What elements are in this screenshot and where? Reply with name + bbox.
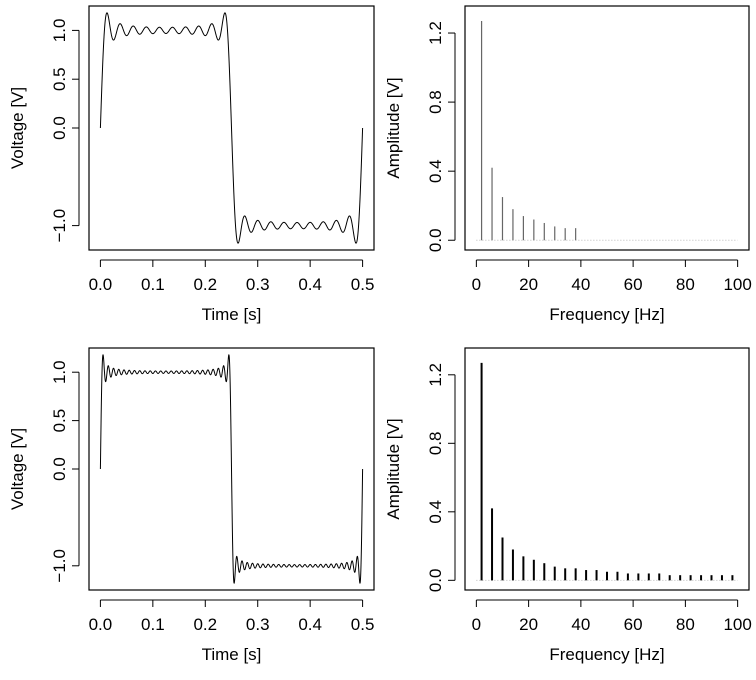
y-tick-label: 1.2 — [426, 21, 445, 45]
x-tick-label: 0 — [472, 615, 481, 634]
x-tick-label: 0.4 — [298, 275, 322, 294]
x-tick-label: 60 — [624, 275, 643, 294]
y-tick-label: 1.2 — [426, 363, 445, 387]
plot-frame — [464, 347, 750, 591]
signal-line — [99, 353, 364, 585]
x-axis-title: Time [s] — [202, 305, 262, 324]
x-tick-label: 100 — [723, 275, 751, 294]
x-tick-label: 0 — [472, 275, 481, 294]
x-tick-label: 20 — [519, 275, 538, 294]
x-tick-label: 0.1 — [141, 615, 165, 634]
x-tick-label: 0.5 — [351, 615, 375, 634]
plot-frame — [88, 5, 375, 251]
y-tick-label: 0.5 — [50, 409, 69, 433]
x-tick-label: 20 — [519, 615, 538, 634]
y-tick-label: 0.0 — [50, 116, 69, 140]
x-tick-label: 0.1 — [141, 275, 165, 294]
x-tick-label: 40 — [571, 275, 590, 294]
spectrum-panel-top: 0 20 40 60 80 100 Frequency [Hz] 0.0 0.4 0.8 1.2 Am… — [384, 5, 752, 324]
x-tick-label: 60 — [624, 615, 643, 634]
x-tick-label: 0.3 — [246, 275, 270, 294]
y-tick-label: 1.0 — [50, 360, 69, 384]
x-tick-label: 0.4 — [298, 615, 322, 634]
y-tick-label: 0.4 — [426, 159, 445, 183]
y-axis-title: Amplitude [V] — [384, 77, 403, 178]
x-tick-label: 40 — [571, 615, 590, 634]
x-tick-label: 0.2 — [193, 275, 217, 294]
y-axis-title: Amplitude [V] — [384, 418, 403, 519]
x-tick-label: 80 — [676, 275, 695, 294]
x-tick-label: 0.5 — [351, 275, 375, 294]
time-domain-panel-top: 0.0 0.1 0.2 0.3 0.4 0.5 Time [s] −1.0 0.0 0.5 1.0 V… — [8, 5, 375, 324]
y-tick-label: 0.8 — [426, 90, 445, 114]
y-tick-label: 0.5 — [50, 67, 69, 91]
y-tick-label: 0.0 — [426, 568, 445, 592]
x-tick-label: 0.0 — [89, 275, 113, 294]
time-domain-panel-bottom: 0.0 0.1 0.2 0.3 0.4 0.5 Time [s] −1.0 0.0 0.5 1.0 V… — [8, 347, 375, 664]
x-tick-label: 0.0 — [89, 615, 113, 634]
y-tick-label: 0.4 — [426, 500, 445, 524]
x-tick-label: 80 — [676, 615, 695, 634]
plot-frame — [464, 5, 750, 251]
x-tick-label: 0.2 — [193, 615, 217, 634]
y-tick-label: 1.0 — [50, 19, 69, 43]
y-tick-label: 0.0 — [50, 457, 69, 481]
spectrum-panel-bottom: 0 20 40 60 80 100 Frequency [Hz] 0.0 0.4 0.8 1.2 Am… — [384, 347, 752, 664]
x-axis-title: Frequency [Hz] — [549, 645, 664, 664]
y-axis-title: Voltage [V] — [8, 428, 27, 510]
y-tick-label: −1.0 — [50, 549, 69, 583]
y-tick-label: 0.0 — [426, 228, 445, 252]
plot-frame — [88, 347, 375, 591]
x-tick-label: 100 — [723, 615, 751, 634]
y-tick-label: −1.0 — [50, 209, 69, 243]
x-axis-title: Time [s] — [202, 645, 262, 664]
x-axis-title: Frequency [Hz] — [549, 305, 664, 324]
y-axis-title: Voltage [V] — [8, 87, 27, 169]
x-tick-label: 0.3 — [246, 615, 270, 634]
y-tick-label: 0.8 — [426, 431, 445, 455]
signal-line — [99, 12, 364, 244]
